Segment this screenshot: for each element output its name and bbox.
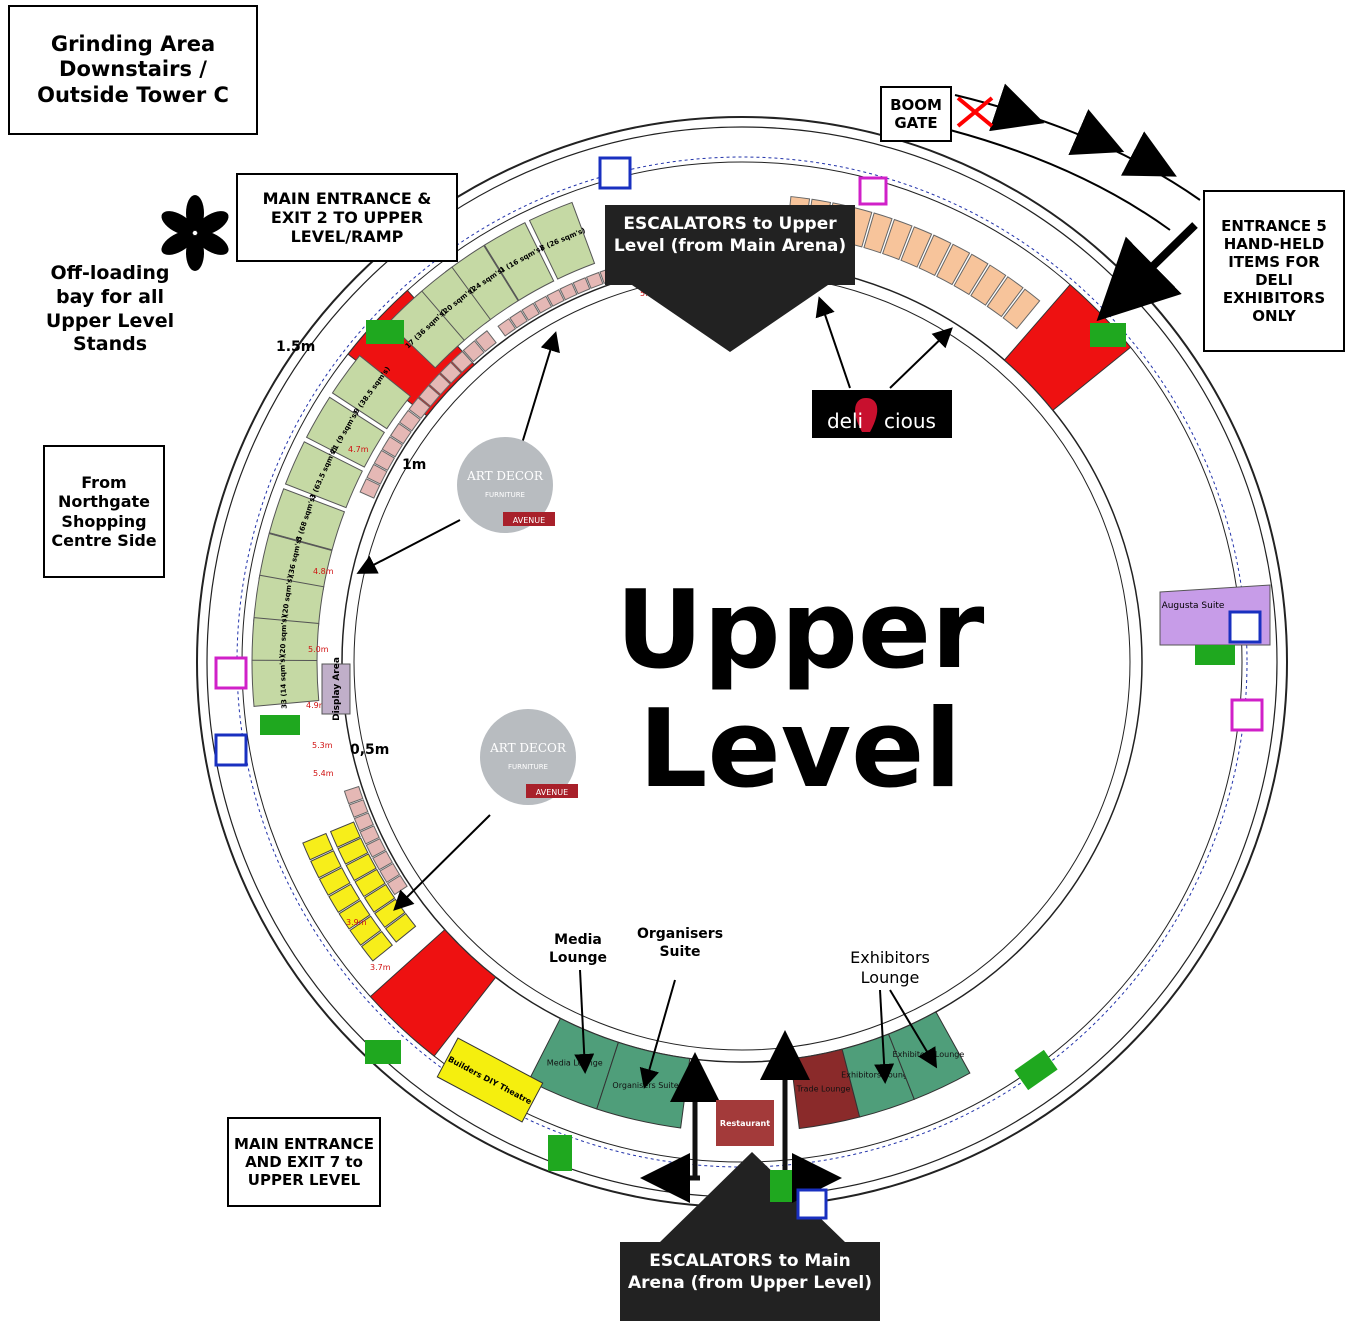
room-label: Media Lounge — [547, 1059, 603, 1068]
logo-text: cious — [884, 409, 936, 433]
dimension-label: 3.7m — [370, 963, 391, 972]
callout: Organisers Suite — [625, 926, 735, 961]
grinding-box: Grinding Area Downstairs / Outside Tower… — [8, 5, 258, 135]
logo-text: AVENUE — [513, 516, 545, 525]
entrance-7-box: MAIN ENTRANCE AND EXIT 7 to UPPER LEVEL — [227, 1117, 381, 1207]
logo-text: FURNITURE — [485, 491, 525, 499]
page-title: Upper Level — [480, 572, 1120, 810]
floor-plan: 8 (26 sqm's)11 (16 sqm's)13 (24 sqm's)15… — [0, 0, 1351, 1321]
dimension-label: 4.7m — [348, 445, 369, 454]
entrance-2-box: MAIN ENTRANCE & EXIT 2 TO UPPER LEVEL/RA… — [236, 173, 458, 262]
dimension-label: 3.9m — [346, 918, 367, 927]
entrance-5-box: ENTRANCE 5 HAND-HELD ITEMS FOR DELI EXHI… — [1203, 190, 1345, 352]
exit-zone — [370, 930, 495, 1056]
callout: Media Lounge — [543, 932, 613, 967]
width-label: 1m — [402, 457, 426, 475]
room-label: Augusta Suite — [1162, 601, 1225, 611]
pinwheel-icon — [158, 195, 233, 271]
logo-text: ART DECOR — [466, 469, 544, 483]
road — [955, 95, 1200, 200]
width-label: 1.5m — [276, 339, 315, 357]
barrier-x — [958, 98, 992, 126]
width-label: 0,5m — [350, 742, 389, 760]
room-label: Exhibitors Lounge — [841, 1071, 913, 1080]
boom-gate-box: BOOM GATE — [880, 86, 952, 142]
dimension-label: 5.3m — [312, 741, 333, 750]
dimension-label: 5.0m — [308, 645, 329, 654]
road-arrows — [1005, 110, 1168, 172]
northgate-box: From Northgate Shopping Centre Side — [43, 445, 165, 578]
dimension-label: 4.8m — [313, 567, 334, 576]
escalator-label: ESCALATORS to Main Arena (from Upper Lev… — [620, 1250, 880, 1294]
entrance-arrow — [1108, 225, 1195, 310]
escalator-label: ESCALATORS to Upper Level (from Main Are… — [605, 213, 855, 257]
road — [950, 130, 1170, 230]
room-label: Display Area — [332, 657, 342, 721]
dimension-label: 5.4m — [313, 769, 334, 778]
callout: Exhibitors Lounge — [835, 948, 945, 988]
offloading-label: Off-loading bay for all Upper Level Stan… — [30, 262, 190, 357]
room-label: Restaurant — [720, 1119, 770, 1128]
logo-text: deli — [827, 409, 863, 433]
room-label: Trade Lounge — [796, 1084, 851, 1093]
